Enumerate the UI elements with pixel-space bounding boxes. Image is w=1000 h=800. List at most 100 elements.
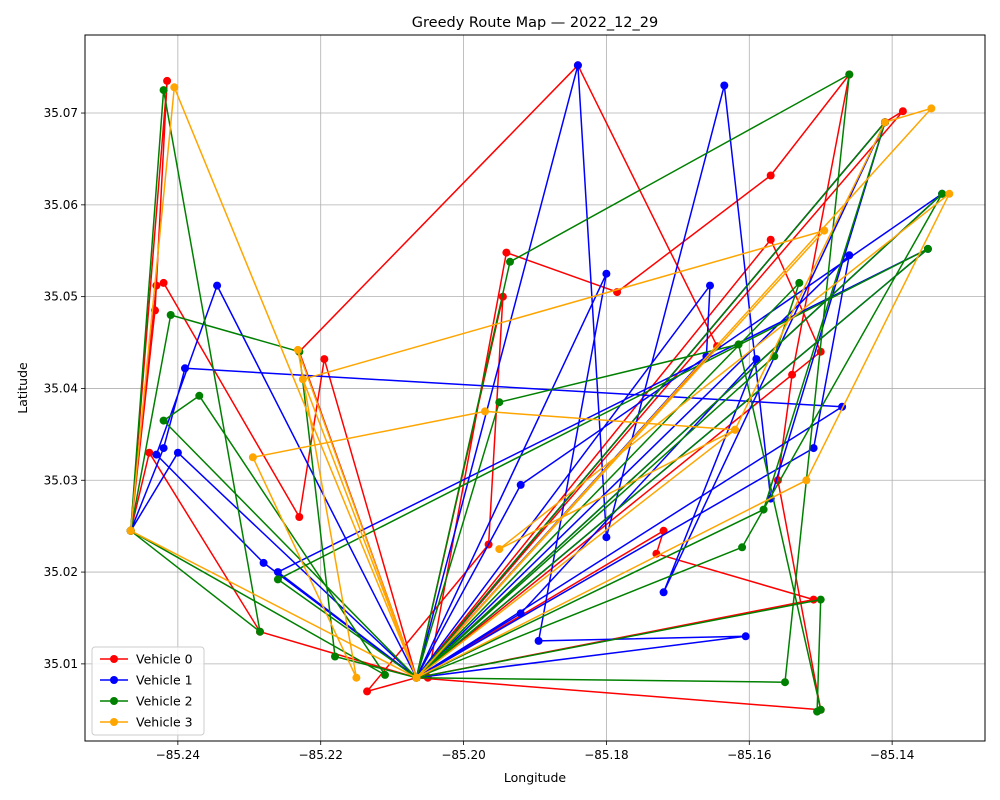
stop-point-vehicle-2: [923, 244, 932, 253]
stop-point-vehicle-1: [516, 480, 525, 489]
stop-point-vehicle-3: [352, 673, 361, 682]
stop-point-vehicle-1: [602, 269, 611, 278]
stop-point-vehicle-1: [152, 450, 161, 459]
chart-title: Greedy Route Map — 2022_12_29: [412, 15, 658, 31]
y-tick-label: 35.01: [44, 657, 78, 671]
legend-marker-swatch: [110, 676, 118, 684]
stop-point-vehicle-1: [741, 632, 750, 641]
stop-point-vehicle-2: [381, 670, 389, 679]
stop-point-vehicle-1: [173, 448, 182, 457]
x-tick-label: −85.18: [584, 748, 628, 762]
stop-point-vehicle-1: [213, 281, 222, 290]
stop-point-vehicle-0: [145, 448, 154, 457]
stop-point-vehicle-0: [363, 687, 372, 696]
plot-frame: [84, 34, 986, 742]
stop-point-vehicle-2: [166, 311, 175, 319]
stop-point-vehicle-2: [159, 416, 168, 425]
stop-point-vehicle-2: [256, 627, 264, 636]
stop-point-vehicle-1: [159, 444, 168, 453]
legend: Vehicle 0 Vehicle 1 Vehicle 2 Vehicle 3: [91, 646, 205, 736]
stop-point-vehicle-1: [602, 533, 611, 542]
y-tick-label: 35.02: [44, 565, 78, 579]
x-tick-label: −85.16: [727, 748, 771, 762]
x-tick-label: −85.22: [299, 748, 343, 762]
x-tick-label: −85.14: [870, 748, 914, 762]
stop-point-vehicle-2: [816, 595, 825, 604]
stop-point-vehicle-0: [152, 281, 161, 290]
stop-point-vehicle-2: [795, 278, 804, 287]
stop-point-vehicle-1: [516, 609, 525, 618]
legend-label: Vehicle 3: [136, 715, 193, 730]
stop-point-vehicle-0: [788, 370, 797, 379]
y-tick-label: 35.03: [44, 473, 78, 487]
axis-ticks: −85.24 −85.22 −85.20 −85.18 −85.16 −85.14 35.0…: [44, 106, 915, 762]
stop-point-vehicle-3: [126, 526, 135, 535]
stop-point-vehicle-3: [495, 545, 504, 554]
x-axis-label: Longitude: [504, 770, 566, 785]
stop-point-vehicle-1: [706, 281, 714, 290]
x-tick-label: −85.20: [441, 748, 485, 762]
stop-point-vehicle-3: [248, 453, 257, 462]
stop-point-vehicle-2: [759, 505, 768, 514]
legend-entry-vehicle-0: Vehicle 0: [100, 652, 193, 667]
stop-point-vehicle-0: [320, 355, 329, 364]
stop-point-vehicle-0: [502, 248, 511, 257]
stop-point-vehicle-0: [766, 235, 775, 244]
stop-point-vehicle-1: [534, 636, 543, 645]
legend-label: Vehicle 1: [136, 673, 193, 688]
stop-point-vehicle-2: [781, 678, 789, 687]
stop-point-vehicle-3: [731, 425, 739, 434]
stop-point-vehicle-1: [181, 364, 189, 373]
stop-point-vehicle-2: [495, 398, 504, 407]
y-tick-label: 35.07: [44, 106, 78, 120]
stop-point-vehicle-1: [752, 355, 761, 364]
y-tick-label: 35.04: [44, 381, 78, 395]
stop-point-vehicle-2: [273, 575, 282, 584]
stop-point-vehicle-3: [412, 673, 421, 682]
stop-point-vehicle-3: [927, 104, 936, 113]
legend-entry-vehicle-2: Vehicle 2: [100, 694, 193, 709]
series-vehicle-3: [126, 83, 954, 682]
stop-point-vehicle-2: [734, 340, 743, 349]
stop-point-vehicle-1: [659, 588, 668, 597]
stop-point-vehicle-0: [766, 171, 775, 180]
stop-point-vehicle-2: [331, 652, 339, 661]
series-layer: [126, 61, 954, 716]
stop-point-vehicle-1: [273, 568, 282, 577]
stop-point-vehicle-0: [898, 107, 907, 116]
stop-point-vehicle-2: [938, 189, 947, 198]
stop-point-vehicle-1: [845, 251, 854, 260]
stop-point-vehicle-2: [159, 86, 168, 95]
stop-point-vehicle-0: [809, 595, 818, 604]
x-tick-label: −85.24: [156, 748, 200, 762]
stop-point-vehicle-3: [945, 189, 954, 198]
stop-point-vehicle-2: [845, 70, 854, 79]
stop-point-vehicle-3: [170, 83, 179, 92]
legend-entry-vehicle-1: Vehicle 1: [100, 673, 193, 688]
legend-marker-swatch: [110, 697, 118, 705]
stop-point-vehicle-1: [720, 81, 729, 90]
stop-point-vehicle-0: [295, 513, 304, 521]
route-line-vehicle-2: [129, 73, 943, 713]
legend-label: Vehicle 2: [136, 694, 193, 709]
stop-point-vehicle-2: [195, 391, 204, 400]
legend-marker-swatch: [110, 718, 118, 726]
stop-point-vehicle-2: [813, 707, 822, 716]
legend-label: Vehicle 0: [136, 652, 193, 667]
stop-point-vehicle-1: [573, 61, 582, 70]
stop-point-vehicle-0: [159, 278, 168, 287]
legend-entry-vehicle-3: Vehicle 3: [100, 715, 193, 730]
stop-point-vehicle-2: [506, 257, 514, 266]
stop-point-vehicle-2: [738, 543, 747, 552]
stop-point-vehicle-3: [293, 345, 302, 354]
route-line-vehicle-3: [129, 86, 951, 679]
stop-point-vehicle-3: [881, 118, 889, 127]
stop-point-vehicle-3: [298, 375, 307, 384]
stop-point-vehicle-3: [802, 476, 811, 485]
stop-point-vehicle-0: [163, 76, 172, 85]
legend-box: [91, 646, 205, 736]
stop-point-vehicle-3: [481, 407, 489, 416]
stop-point-vehicle-1: [809, 444, 818, 453]
y-tick-label: 35.05: [44, 290, 78, 304]
